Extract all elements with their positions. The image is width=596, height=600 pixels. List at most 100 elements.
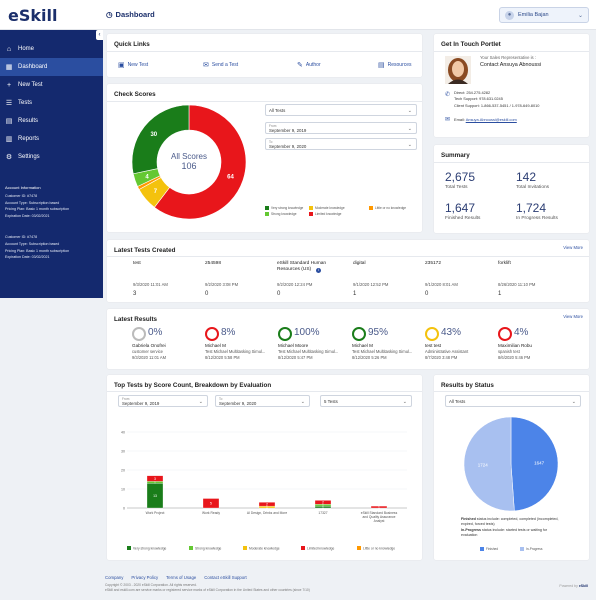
representative-photo <box>445 56 471 84</box>
donut-hole <box>158 131 220 193</box>
bar-segment-limited-knowledge[interactable] <box>146 475 164 482</box>
latest-results-view-more[interactable]: View More <box>563 314 583 319</box>
legend-moderate-knowledge: Moderate knowledge <box>309 206 345 210</box>
latest-results-card: Latest Results View More 0% Gabriela Onof… <box>107 309 589 369</box>
collapse-sidebar-icon[interactable]: ‹ <box>96 30 103 40</box>
quick-link-send-test[interactable]: ✉ Send a Test <box>203 61 238 69</box>
top-tests-from-select[interactable]: From September 9, 2019 ⌄ <box>118 395 208 407</box>
latest-test-name[interactable]: digital <box>353 261 366 266</box>
legend-swatch <box>309 206 313 210</box>
phone-icon: ✆ <box>445 92 451 98</box>
contact-name: Contact Ansuya Abnoussi <box>480 62 542 68</box>
y-tick-label: 0 <box>123 506 125 510</box>
bar-segment-limited-knowledge[interactable] <box>258 502 276 507</box>
bar-segment-limited-knowledge[interactable] <box>314 500 332 505</box>
footer-link-company[interactable]: Company <box>105 575 124 580</box>
sidebar-item-reports[interactable]: ▥ Reports <box>0 130 103 148</box>
latest-test-name[interactable]: 254598 <box>205 261 222 266</box>
pie-slice-in-progress[interactable] <box>463 416 515 512</box>
score-ring <box>132 327 146 341</box>
contact-card: Get In Touch Portlet Your Sales Represen… <box>434 34 589 137</box>
legend-label: Limited knowledge <box>315 212 342 216</box>
score-percent: 4% <box>514 327 529 338</box>
test-filter-select[interactable]: All Tests ⌄ <box>265 104 417 116</box>
footer-link-terms[interactable]: Terms of Usage <box>166 575 197 580</box>
score-ring <box>352 327 366 341</box>
pie-slice-label: 1647 <box>534 460 545 465</box>
pie-slice-label: 1724 <box>478 463 489 468</box>
donut-slice-label: 7 <box>154 189 158 195</box>
latest-tests-view-more[interactable]: View More <box>563 245 583 250</box>
legend-label: Strong knowledge <box>195 546 222 550</box>
footer: Company Privacy Policy Terms of Usage Co… <box>105 570 596 600</box>
chevron-down-icon: ⌄ <box>300 399 305 405</box>
result-test-name: Test Michael Multitasking Simul... <box>205 349 266 354</box>
quick-link-new-test[interactable]: ▣ New Test <box>118 61 148 69</box>
top-tests-to-select[interactable]: To September 9, 2020 ⌄ <box>215 395 310 407</box>
latest-test-name[interactable]: 235172 <box>425 261 442 266</box>
user-menu[interactable]: ● Emilia Bajan ⌄ <box>499 7 589 23</box>
score-percent: 43% <box>441 327 462 338</box>
sidebar-item-settings[interactable]: ⚙ Settings <box>0 148 103 166</box>
latest-test-name[interactable]: test <box>133 261 141 266</box>
score-ring <box>205 327 219 341</box>
quick-link-label: Author <box>305 62 321 68</box>
account-line: Pricing Plan: Basic 1 month subscription <box>5 207 70 212</box>
result-test-name: customer service <box>132 349 163 354</box>
status-test-filter-select[interactable]: All Tests ⌄ <box>445 395 581 407</box>
top-tests-title: Top Tests by Score Count, Breakdown by E… <box>114 382 272 389</box>
user-name: Emilia Bajan <box>518 12 549 18</box>
finished-note-text: status include: completed, completed (in… <box>461 517 559 526</box>
sidebar-item-dashboard[interactable]: ▦ Dashboard <box>0 58 103 76</box>
result-date: 8/12/2020 5:58 PM <box>205 355 240 360</box>
chevron-down-icon: ⌄ <box>407 108 412 114</box>
chevron-down-icon: ⌄ <box>407 126 412 132</box>
latest-tests-title: Latest Tests Created <box>114 247 176 254</box>
sidebar-item-home[interactable]: ⌂ Home <box>0 40 103 58</box>
latest-test-name[interactable]: forklift <box>498 261 511 266</box>
app-logo[interactable]: eSkill <box>8 6 58 25</box>
quick-link-resources[interactable]: ▤ Resources <box>378 61 412 69</box>
finished-results-label: Finished Results <box>445 216 481 221</box>
divider <box>107 101 422 102</box>
sidebar-item-new-test[interactable]: + New Test <box>0 76 103 94</box>
check-scores-donut-chart: 64 7 4 30 <box>131 104 247 220</box>
account-information: Account Information Customer ID: #7478 A… <box>5 185 69 220</box>
bar-segment-limited-knowledge[interactable] <box>370 505 388 509</box>
chevron-down-icon: ⌄ <box>402 399 407 405</box>
latest-test-name[interactable]: eSkill Standard Human Resources (US) <box>277 261 327 272</box>
quick-link-author[interactable]: ✎ Author <box>297 61 321 69</box>
email-link[interactable]: Ansuya.Abnoussi@eskill.com <box>465 117 517 122</box>
donut-slice-very-strong-knowledge[interactable] <box>131 104 190 175</box>
legend-label: Strong knowledge <box>271 212 297 216</box>
legend-swatch <box>265 212 269 216</box>
legend-label: In-Progress <box>526 547 543 551</box>
sidebar-item-results[interactable]: ▤ Results <box>0 112 103 130</box>
account-line: Account Type: Subscription based <box>5 241 60 246</box>
legend-swatch <box>265 206 269 210</box>
donut-slice-limited-knowledge[interactable] <box>153 104 247 220</box>
test-count-value: 5 Tests <box>324 399 338 404</box>
chevron-down-icon: ⌄ <box>407 142 412 148</box>
client-support-phone: Client Support: 1-866-537-5451 / 1-978-6… <box>454 102 540 108</box>
footer-link-support[interactable]: Contact eSkill Support <box>204 575 247 580</box>
in-progress-note-text: status include: started tests or waiting… <box>461 528 548 537</box>
legend-label: Little or no knowledge <box>375 206 407 210</box>
pie-slice-finished[interactable] <box>510 416 559 512</box>
legend-limited-knowledge: Limited knowledge <box>309 212 341 216</box>
footer-link-privacy[interactable]: Privacy Policy <box>131 575 159 580</box>
summary-card: Summary 2,675 Total Tests 142 Total Invi… <box>434 145 589 233</box>
quick-link-label: New Test <box>127 62 149 68</box>
donut-center-label: All Scores <box>170 152 207 161</box>
result-test-name: Administrative Assistant <box>425 349 469 354</box>
divider <box>434 162 589 163</box>
sidebar-item-tests[interactable]: ☰ Tests <box>0 94 103 112</box>
y-tick-label: 20 <box>121 468 125 472</box>
avatar: ● <box>505 10 514 20</box>
to-date-select[interactable]: To September 9, 2020 ⌄ <box>265 138 417 150</box>
info-icon[interactable]: i <box>316 268 321 273</box>
bar-segment-limited-knowledge[interactable] <box>202 498 220 509</box>
quick-link-label: Send a Test <box>211 62 239 68</box>
from-date-select[interactable]: From September 9, 2019 ⌄ <box>265 122 417 134</box>
top-tests-count-select[interactable]: 5 Tests ⌄ <box>320 395 412 407</box>
